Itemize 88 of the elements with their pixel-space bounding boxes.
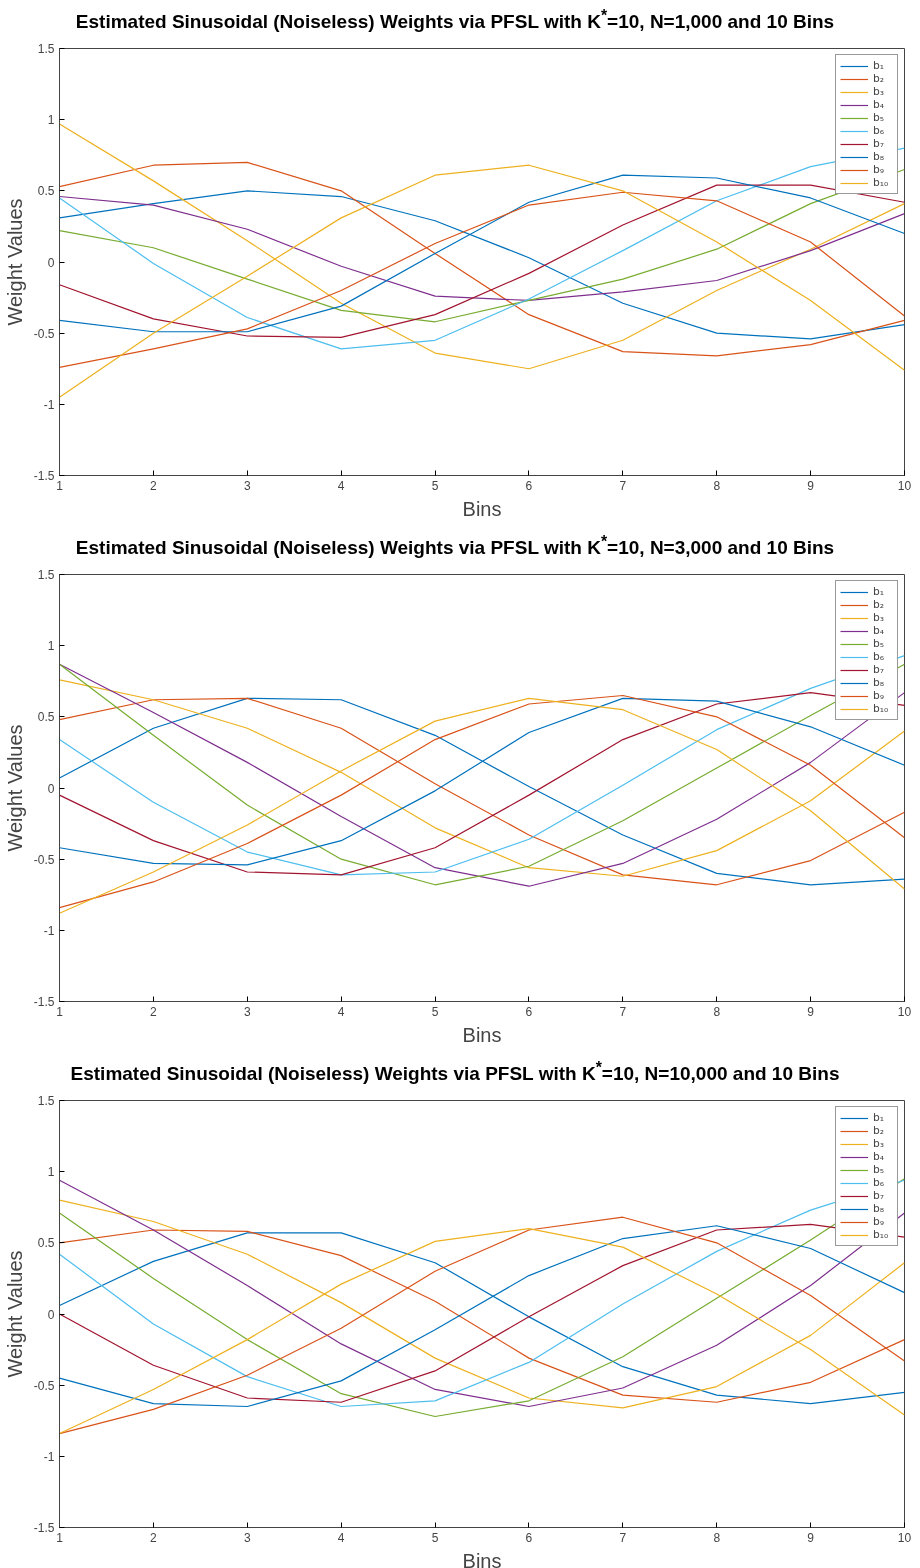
y-tick-label: 0.5 xyxy=(37,710,55,725)
x-tick-label: 7 xyxy=(619,1530,627,1545)
y-tick-label: -1 xyxy=(43,923,55,938)
y-tick-label: -1.5 xyxy=(33,469,55,483)
legend-label: b₁₀ xyxy=(873,176,890,189)
x-tick-label: 10 xyxy=(897,1530,912,1545)
legend-label: b₆ xyxy=(873,124,886,137)
legend-label: b₄ xyxy=(873,1150,886,1163)
legend-label: b₂ xyxy=(873,72,886,85)
y-axis-title: Weight Values xyxy=(3,1250,26,1378)
x-tick-label: 7 xyxy=(619,1004,627,1019)
x-tick-label: 2 xyxy=(150,1530,158,1545)
x-tick-label: 4 xyxy=(337,1530,345,1545)
legend-label: b₁₀ xyxy=(873,1228,890,1241)
y-tick-label: 0.5 xyxy=(37,1236,55,1251)
x-tick-label: 8 xyxy=(713,478,721,493)
legend-label: b₁ xyxy=(873,1111,886,1124)
x-axis-title: Bins xyxy=(462,1549,502,1568)
legend-label: b₁₀ xyxy=(873,702,890,715)
x-tick-label: 8 xyxy=(713,1530,721,1545)
legend-label: b₈ xyxy=(873,150,886,163)
x-tick-label: 10 xyxy=(897,1004,912,1019)
y-tick-label: 1 xyxy=(47,1165,55,1180)
legend-label: b₇ xyxy=(873,1189,886,1202)
y-tick-label: -1 xyxy=(43,397,55,412)
legend-label: b₃ xyxy=(873,1137,886,1150)
y-tick-label: -1.5 xyxy=(33,1521,55,1535)
legend-label: b₉ xyxy=(873,1215,886,1228)
legend-label: b₈ xyxy=(873,676,886,689)
x-tick-label: 4 xyxy=(337,1004,345,1019)
legend-label: b₅ xyxy=(873,637,886,650)
x-tick-label: 5 xyxy=(431,1004,439,1019)
chart-title: Estimated Sinusoidal (Noiseless) Weights via PFSL with K$^{*}$=10, N=10,000 and 10 Bins xyxy=(69,1058,841,1087)
x-tick-label: 6 xyxy=(525,1004,533,1019)
x-tick-label: 10 xyxy=(897,478,912,493)
y-tick-label: 0 xyxy=(47,255,55,270)
legend-label: b₇ xyxy=(873,137,886,150)
legend-label: b₉ xyxy=(873,163,886,176)
y-tick-label: 1 xyxy=(47,639,55,654)
x-tick-label: 6 xyxy=(525,1530,533,1545)
x-tick-label: 9 xyxy=(807,1530,815,1545)
legend-label: b₁ xyxy=(873,59,886,72)
x-tick-label: 5 xyxy=(431,478,439,493)
y-tick-label: -1 xyxy=(43,1449,55,1464)
legend-label: b₈ xyxy=(873,1202,886,1215)
x-tick-label: 8 xyxy=(713,1004,721,1019)
x-tick-label: 3 xyxy=(243,478,251,493)
y-axis-title: Weight Values xyxy=(3,724,26,852)
legend-label: b₃ xyxy=(873,611,886,624)
legend-label: b₇ xyxy=(873,663,886,676)
x-tick-label: 3 xyxy=(243,1530,251,1545)
legend-label: b₂ xyxy=(873,598,886,611)
legend-label: b₉ xyxy=(873,689,886,702)
y-tick-label: -0.5 xyxy=(33,1378,55,1393)
x-tick-label: 2 xyxy=(150,1004,158,1019)
y-tick-label: 1.5 xyxy=(37,568,55,582)
x-tick-label: 5 xyxy=(431,1530,439,1545)
y-tick-label: 1 xyxy=(47,113,55,128)
x-tick-label: 9 xyxy=(807,1004,815,1019)
legend-label: b₆ xyxy=(873,650,886,663)
legend-label: b₄ xyxy=(873,624,886,637)
y-tick-label: 0 xyxy=(47,781,55,796)
y-tick-label: -1.5 xyxy=(33,995,55,1009)
x-axis-title: Bins xyxy=(462,1023,502,1046)
y-axis-title: Weight Values xyxy=(3,198,26,326)
x-tick-label: 9 xyxy=(807,478,815,493)
legend-label: b₆ xyxy=(873,1176,886,1189)
x-tick-label: 4 xyxy=(337,478,345,493)
y-tick-label: 1.5 xyxy=(37,1094,55,1108)
y-tick-label: 0 xyxy=(47,1307,55,1322)
x-tick-label: 6 xyxy=(525,478,533,493)
legend-label: b₁ xyxy=(873,585,886,598)
chart-title: Estimated Sinusoidal (Noiseless) Weights via PFSL with K$^{*}$=10, N=1,000 and 10 Bins xyxy=(74,6,836,35)
legend-label: b₂ xyxy=(873,1124,886,1137)
legend-label: b₅ xyxy=(873,1163,886,1176)
y-tick-label: -0.5 xyxy=(33,326,55,341)
legend-label: b₅ xyxy=(873,111,886,124)
line-series xyxy=(59,195,905,302)
y-tick-label: 1.5 xyxy=(37,42,55,56)
x-tick-label: 7 xyxy=(619,478,627,493)
y-tick-label: 0.5 xyxy=(37,184,55,199)
x-tick-label: 3 xyxy=(243,1004,251,1019)
legend-label: b₄ xyxy=(873,98,886,111)
chart-title: Estimated Sinusoidal (Noiseless) Weights via PFSL with K$^{*}$=10, N=3,000 and 10 Bins xyxy=(74,532,836,561)
x-axis-title: Bins xyxy=(462,497,502,520)
y-tick-label: -0.5 xyxy=(33,852,55,867)
x-tick-label: 2 xyxy=(150,478,158,493)
legend-label: b₃ xyxy=(873,85,886,98)
